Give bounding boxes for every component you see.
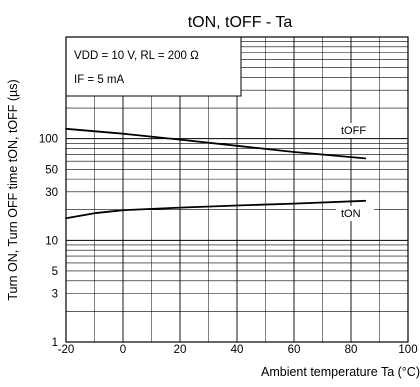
x-tick-label: 80	[345, 344, 358, 356]
x-tick-label: 60	[288, 344, 301, 356]
y-tick-label: 50	[45, 164, 58, 176]
conditions-text-line1: VDD = 10 V, RL = 200 Ω	[74, 50, 199, 62]
series-label-background-toff	[336, 123, 378, 138]
y-tick-label: 10	[45, 235, 58, 247]
x-tick-label: 0	[120, 344, 126, 356]
chart-title: tON, tOFF - Ta	[188, 14, 293, 31]
conditions-text-line2: IF = 5 mA	[74, 74, 124, 86]
conditions-box-background	[65, 36, 242, 97]
series-label-ton: tON	[341, 208, 361, 220]
x-tick-label: 40	[231, 344, 244, 356]
y-tick-label: 5	[52, 266, 58, 278]
tick-labels: -20 0 20 40 60 80 100 1 3 5 10 30 50 100	[39, 134, 418, 356]
x-tick-label: 100	[398, 344, 417, 356]
y-axis-label: Turn ON, Turn OFF time tON, tOFF (µs)	[6, 79, 20, 300]
series-label-toff: tOFF	[341, 125, 366, 137]
y-tick-label: 100	[39, 134, 58, 146]
series-line-ton	[65, 199, 367, 220]
y-tick-label: 30	[45, 187, 58, 199]
conditions-box: VDD = 10 V, RL = 200 Ω IF = 5 mA	[65, 36, 242, 97]
x-tick-label: -20	[58, 344, 75, 356]
x-axis-label: Ambient temperature Ta (°C)	[261, 365, 420, 379]
y-tick-label: 3	[52, 288, 58, 300]
plot-frame	[65, 36, 409, 343]
series-label-background-ton	[336, 206, 374, 221]
series-line-toff	[65, 127, 367, 160]
series-group: tOFF tON	[65, 123, 378, 221]
y-tick-label: 1	[52, 337, 58, 349]
x-tick-label: 20	[174, 344, 187, 356]
